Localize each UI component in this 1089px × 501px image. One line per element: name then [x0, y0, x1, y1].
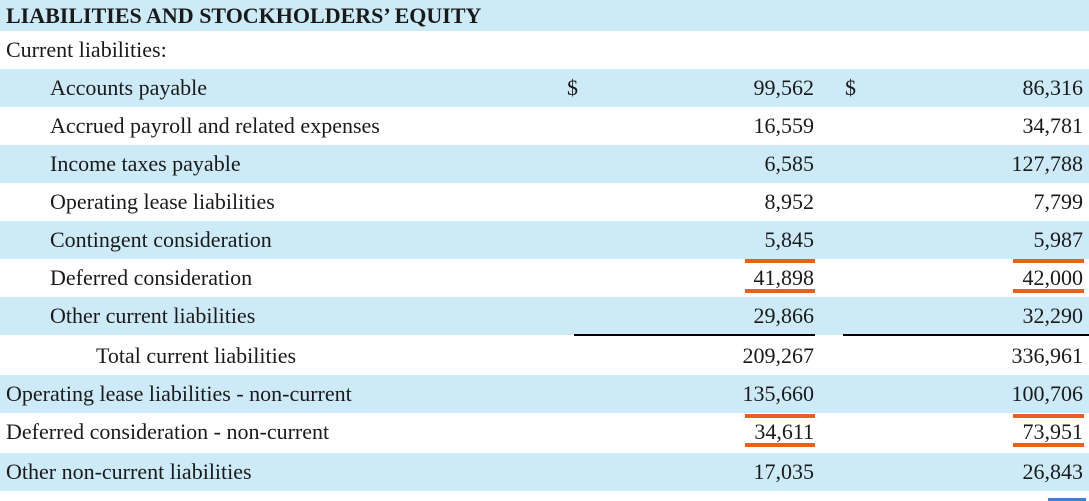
row-label: Other current liabilities — [50, 303, 256, 328]
table-row-total: Total current liabilities 209,267 336,96… — [0, 337, 1089, 375]
row-label: Income taxes payable — [50, 151, 241, 176]
row-label: Contingent consideration — [50, 227, 272, 252]
current-liabilities-label: Current liabilities: — [6, 37, 167, 62]
value-col-2: 7,799 — [1033, 189, 1084, 214]
section-title: LIABILITIES AND STOCKHOLDERS’ EQUITY — [6, 3, 482, 28]
table-row: Accrued payroll and related expenses 16,… — [0, 107, 1089, 145]
table-row: Operating lease liabilities - non-curren… — [0, 375, 1089, 413]
value-col-1: 99,562 — [753, 75, 815, 100]
current-liabilities-row: Current liabilities: — [0, 31, 1089, 69]
value-col-2: 336,961 — [1011, 343, 1084, 368]
table-row: Deferred consideration 41,898 42,000 — [0, 259, 1089, 297]
value-col-1: 135,660 — [742, 381, 815, 406]
table-row: Operating lease liabilities 8,952 7,799 — [0, 183, 1089, 221]
row-label: Accounts payable — [50, 75, 207, 100]
value-col-2: 73,951 — [1022, 419, 1084, 444]
value-col-2: 5,987 — [1033, 227, 1084, 252]
highlight-overline — [745, 414, 815, 418]
table-row: Other non-current liabilities 17,035 26,… — [0, 453, 1089, 491]
subtotal-rule — [574, 334, 815, 336]
value-col-2: 127,788 — [1011, 151, 1084, 176]
row-label: Other non-current liabilities — [6, 459, 252, 484]
value-col-2: 34,781 — [1022, 113, 1084, 138]
row-label: Accrued payroll and related expenses — [50, 113, 380, 138]
table-row: Contingent consideration 5,845 5,987 — [0, 221, 1089, 259]
row-label: Deferred consideration — [50, 265, 253, 290]
table-row: Income taxes payable 6,585 127,788 — [0, 145, 1089, 183]
value-col-1: 41,898 — [753, 265, 815, 290]
value-col-1: 209,267 — [742, 343, 815, 368]
table-row: Other current liabilities 29,866 32,290 — [0, 297, 1089, 335]
value-col-1: 29,866 — [753, 303, 815, 328]
currency-symbol: $ — [845, 75, 856, 100]
row-label: Deferred consideration - non-current — [6, 419, 330, 444]
value-col-2: 86,316 — [1022, 75, 1084, 100]
row-label: Operating lease liabilities — [50, 189, 275, 214]
value-col-1: 16,559 — [753, 113, 815, 138]
currency-symbol: $ — [567, 75, 578, 100]
table-row: Accounts payable $ 99,562 $ 86,316 — [0, 69, 1089, 107]
value-col-2: 42,000 — [1022, 265, 1084, 290]
row-label: Total current liabilities — [96, 343, 297, 368]
highlight-overline — [745, 259, 815, 263]
highlight-overline — [1013, 414, 1084, 418]
row-label: Operating lease liabilities - non-curren… — [6, 381, 352, 406]
value-col-2: 100,706 — [1011, 381, 1084, 406]
value-col-2: 32,290 — [1022, 303, 1084, 328]
value-col-2: 26,843 — [1022, 459, 1084, 484]
highlight-overline — [1013, 259, 1084, 263]
table-row: Deferred consideration - non-current 34,… — [0, 413, 1089, 451]
subtotal-rule — [843, 334, 1089, 336]
selection-mark — [1048, 498, 1086, 501]
value-col-1: 5,845 — [764, 227, 815, 252]
value-col-1: 34,611 — [754, 419, 814, 444]
section-header-row: LIABILITIES AND STOCKHOLDERS’ EQUITY — [0, 0, 1089, 31]
highlight-underline — [1013, 443, 1084, 447]
value-col-1: 6,585 — [764, 151, 815, 176]
highlight-underline — [1013, 289, 1084, 293]
value-col-1: 17,035 — [753, 459, 815, 484]
highlight-underline — [745, 289, 815, 293]
highlight-underline — [745, 443, 815, 447]
value-col-1: 8,952 — [764, 189, 815, 214]
